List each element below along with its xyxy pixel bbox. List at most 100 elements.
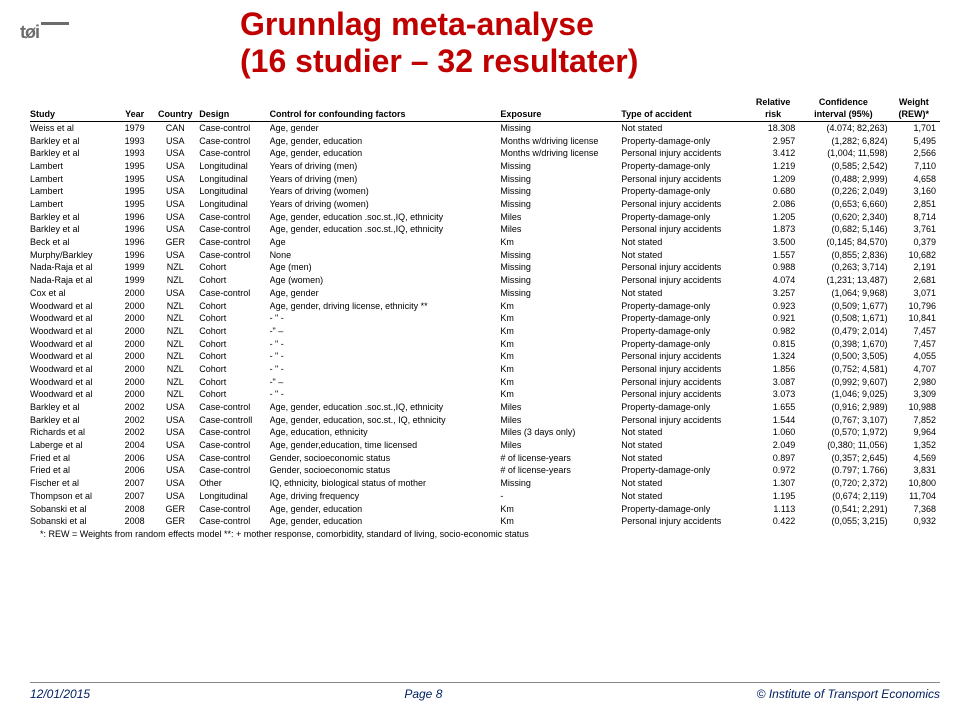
cell: Personal injury accidents [621,351,751,364]
table-row: Woodward et al2000NZLCohortAge, gender, … [30,300,940,313]
cell: NZL [155,389,199,402]
cell: 1.324 [751,351,799,364]
cell: Property-damage-only [621,300,751,313]
cell: Property-damage-only [621,465,751,478]
table-row: Thompson et al2007USALongitudinalAge, dr… [30,490,940,503]
cell: 0.680 [751,186,799,199]
cell: # of license-years [500,465,621,478]
cell: 1999 [118,262,155,275]
cell: Not stated [621,427,751,440]
cell: -" – [270,376,501,389]
cell: (0,916; 2,989) [799,402,891,415]
cell: 1996 [118,211,155,224]
cell: - " - [270,351,501,364]
table-row: Lambert1995USALongitudinalYears of drivi… [30,173,940,186]
cell: -" – [270,325,501,338]
cell: 2.086 [751,199,799,212]
hdr-rr: Relativerisk [751,96,799,122]
cell: (1,004; 11,598) [799,148,891,161]
cell: Property-damage-only [621,160,751,173]
cell: Missing [500,262,621,275]
cell: 3,309 [892,389,940,402]
cell: Cohort [199,389,269,402]
cell: 2000 [118,325,155,338]
cell: (1,046; 9,025) [799,389,891,402]
cell: 18.308 [751,122,799,135]
cell: 1,701 [892,122,940,135]
table-row: Barkley et al1993USACase-controlAge, gen… [30,148,940,161]
cell: 3,761 [892,224,940,237]
cell: Missing [500,199,621,212]
cell: 2000 [118,287,155,300]
cell: 1995 [118,186,155,199]
cell: Other [199,478,269,491]
cell: (0,992; 9,607) [799,376,891,389]
cell: - " - [270,363,501,376]
cell: Age (women) [270,275,501,288]
cell: 10,800 [892,478,940,491]
cell: Longitudinal [199,199,269,212]
cell: Age, gender, education [270,148,501,161]
cell: Personal injury accidents [621,414,751,427]
cell: Case-control [199,516,269,529]
cell: Case-control [199,122,269,135]
cell: Not stated [621,287,751,300]
cell: 0.923 [751,300,799,313]
cell: (1,282; 6,824) [799,135,891,148]
cell: 4,055 [892,351,940,364]
cell: 1995 [118,173,155,186]
cell: 7,110 [892,160,940,173]
cell: Age, gender, education .soc.st.,IQ, ethn… [270,402,501,415]
cell: 1995 [118,199,155,212]
cell: Richards et al [30,427,118,440]
cell: 1.544 [751,414,799,427]
hdr-exposure: Exposure [500,96,621,122]
cell: (0,145; 84,570) [799,237,891,250]
cell: Personal injury accidents [621,516,751,529]
cell: Thompson et al [30,490,118,503]
cell: 4.074 [751,275,799,288]
cell: (0,585; 2,542) [799,160,891,173]
cell: 2007 [118,490,155,503]
cell: Case-control [199,402,269,415]
table-row: Lambert1995USALongitudinalYears of drivi… [30,186,940,199]
title-line2: (16 studier – 32 resultater) [240,43,638,80]
cell: Case-control [199,249,269,262]
cell: Lambert [30,199,118,212]
table-row: Fried et al2006USACase-controlGender, so… [30,452,940,465]
cell: Lambert [30,160,118,173]
cell: Gender, socioeconomic status [270,465,501,478]
cell: Property-damage-only [621,503,751,516]
cell: 3.412 [751,148,799,161]
cell: Km [500,363,621,376]
hdr-control: Control for confounding factors [270,96,501,122]
cell: NZL [155,338,199,351]
cell: Personal injury accidents [621,389,751,402]
cell: 2000 [118,338,155,351]
cell: 2006 [118,465,155,478]
cell: 1.557 [751,249,799,262]
cell: Not stated [621,478,751,491]
cell: NZL [155,300,199,313]
cell: Property-damage-only [621,135,751,148]
page-title: Grunnlag meta-analyse (16 studier – 32 r… [240,6,638,80]
title-line1: Grunnlag meta-analyse [240,6,638,43]
cell: Missing [500,173,621,186]
cell: 3,071 [892,287,940,300]
cell: USA [155,440,199,453]
table-row: Cox et al2000USACase-controlAge, genderM… [30,287,940,300]
cell: Woodward et al [30,300,118,313]
cell: - " - [270,389,501,402]
cell: 10,682 [892,249,940,262]
cell: (0,653; 6,660) [799,199,891,212]
hdr-ci: Confidenceinterval (95%) [799,96,891,122]
cell: 1.873 [751,224,799,237]
cell: Miles (3 days only) [500,427,621,440]
cell: 2000 [118,376,155,389]
cell: Woodward et al [30,376,118,389]
cell: Missing [500,249,621,262]
cell: Case-control [199,135,269,148]
cell: 2002 [118,402,155,415]
cell: USA [155,211,199,224]
cell: Cohort [199,351,269,364]
